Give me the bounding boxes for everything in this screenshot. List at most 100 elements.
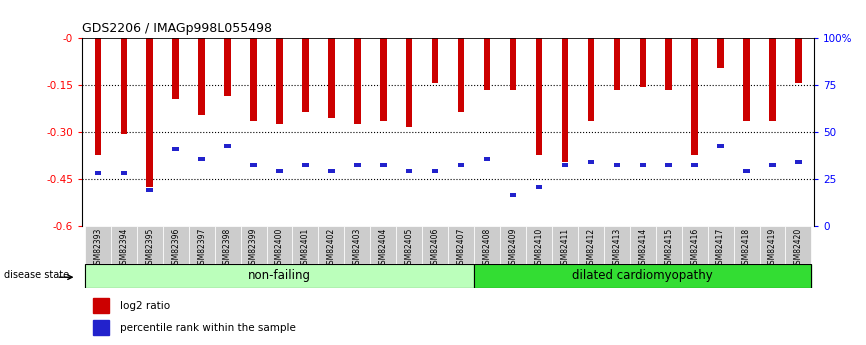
Bar xyxy=(328,38,334,118)
Bar xyxy=(85,264,474,288)
Bar xyxy=(380,38,386,121)
Bar xyxy=(682,226,708,264)
Bar xyxy=(120,38,127,134)
Bar xyxy=(449,226,474,264)
Text: GSM82418: GSM82418 xyxy=(742,228,751,269)
Text: GSM82402: GSM82402 xyxy=(326,228,336,269)
Bar xyxy=(691,38,698,156)
Bar xyxy=(458,163,464,167)
Text: GDS2206 / IMAGp998L055498: GDS2206 / IMAGp998L055498 xyxy=(82,22,272,36)
Text: GSM82396: GSM82396 xyxy=(171,228,180,269)
Bar xyxy=(250,38,257,121)
Bar xyxy=(665,163,672,167)
Text: GSM82407: GSM82407 xyxy=(456,228,466,269)
Bar xyxy=(172,147,179,151)
Bar xyxy=(536,38,542,156)
Bar xyxy=(215,226,241,264)
Bar xyxy=(172,38,179,99)
Bar xyxy=(345,226,371,264)
Bar xyxy=(717,38,724,68)
Bar xyxy=(614,163,620,167)
Bar xyxy=(656,226,682,264)
Bar xyxy=(354,163,360,167)
Bar xyxy=(406,169,412,173)
Bar xyxy=(406,38,412,127)
Text: GSM82416: GSM82416 xyxy=(690,228,699,269)
Text: GSM82404: GSM82404 xyxy=(378,228,388,269)
Text: GSM82405: GSM82405 xyxy=(404,228,414,269)
Bar xyxy=(302,38,308,111)
Bar xyxy=(614,38,620,90)
Bar xyxy=(578,226,604,264)
Text: GSM82393: GSM82393 xyxy=(94,228,102,269)
Text: GSM82417: GSM82417 xyxy=(716,228,725,269)
Bar xyxy=(458,38,464,111)
Bar xyxy=(146,38,153,187)
Bar xyxy=(94,171,101,175)
Bar xyxy=(743,38,750,121)
Text: GSM82415: GSM82415 xyxy=(664,228,673,269)
Bar xyxy=(198,38,205,115)
Bar xyxy=(717,144,724,148)
Bar xyxy=(120,171,127,175)
Text: GSM82408: GSM82408 xyxy=(482,228,492,269)
Bar xyxy=(785,226,811,264)
Bar xyxy=(319,226,345,264)
Bar xyxy=(250,163,257,167)
Text: GSM82397: GSM82397 xyxy=(197,228,206,269)
Bar xyxy=(484,38,490,90)
Text: GSM82401: GSM82401 xyxy=(301,228,310,269)
Bar xyxy=(432,38,438,83)
Bar xyxy=(432,169,438,173)
Bar xyxy=(293,226,319,264)
Bar xyxy=(639,163,646,167)
Text: GSM82399: GSM82399 xyxy=(249,228,258,269)
Text: GSM82412: GSM82412 xyxy=(586,228,596,269)
Bar xyxy=(588,160,594,164)
Bar xyxy=(526,226,552,264)
Bar xyxy=(734,226,759,264)
Bar xyxy=(474,264,811,288)
Bar xyxy=(691,163,698,167)
Bar xyxy=(708,226,734,264)
Bar xyxy=(484,157,490,161)
Text: GSM82411: GSM82411 xyxy=(560,228,570,269)
Bar xyxy=(354,38,360,124)
Text: GSM82409: GSM82409 xyxy=(508,228,518,269)
Text: GSM82400: GSM82400 xyxy=(275,228,284,269)
Bar xyxy=(552,226,578,264)
Bar xyxy=(163,226,189,264)
Bar xyxy=(189,226,215,264)
Text: GSM82403: GSM82403 xyxy=(352,228,362,269)
Bar xyxy=(397,226,423,264)
Bar xyxy=(510,193,516,197)
Bar xyxy=(94,38,101,156)
Bar xyxy=(380,163,386,167)
Text: GSM82395: GSM82395 xyxy=(145,228,154,269)
Text: GSM82420: GSM82420 xyxy=(794,228,803,269)
Text: disease state: disease state xyxy=(4,270,69,280)
Bar xyxy=(224,38,231,96)
Bar xyxy=(276,38,282,124)
Bar xyxy=(94,320,109,335)
Bar xyxy=(276,169,282,173)
Bar xyxy=(137,226,163,264)
Bar xyxy=(769,38,776,121)
Bar xyxy=(795,160,802,164)
Text: GSM82410: GSM82410 xyxy=(534,228,544,269)
Text: GSM82414: GSM82414 xyxy=(638,228,647,269)
Bar xyxy=(328,169,334,173)
Bar xyxy=(743,169,750,173)
Text: percentile rank within the sample: percentile rank within the sample xyxy=(120,323,296,333)
Bar xyxy=(198,157,205,161)
Text: GSM82406: GSM82406 xyxy=(430,228,440,269)
Text: GSM82419: GSM82419 xyxy=(768,228,777,269)
Text: dilated cardiomyopathy: dilated cardiomyopathy xyxy=(572,269,713,283)
Text: GSM82394: GSM82394 xyxy=(120,228,128,269)
Bar xyxy=(759,226,785,264)
Bar xyxy=(302,163,308,167)
Bar xyxy=(588,38,594,121)
Text: GSM82398: GSM82398 xyxy=(223,228,232,269)
Bar xyxy=(500,226,526,264)
Bar xyxy=(536,185,542,189)
